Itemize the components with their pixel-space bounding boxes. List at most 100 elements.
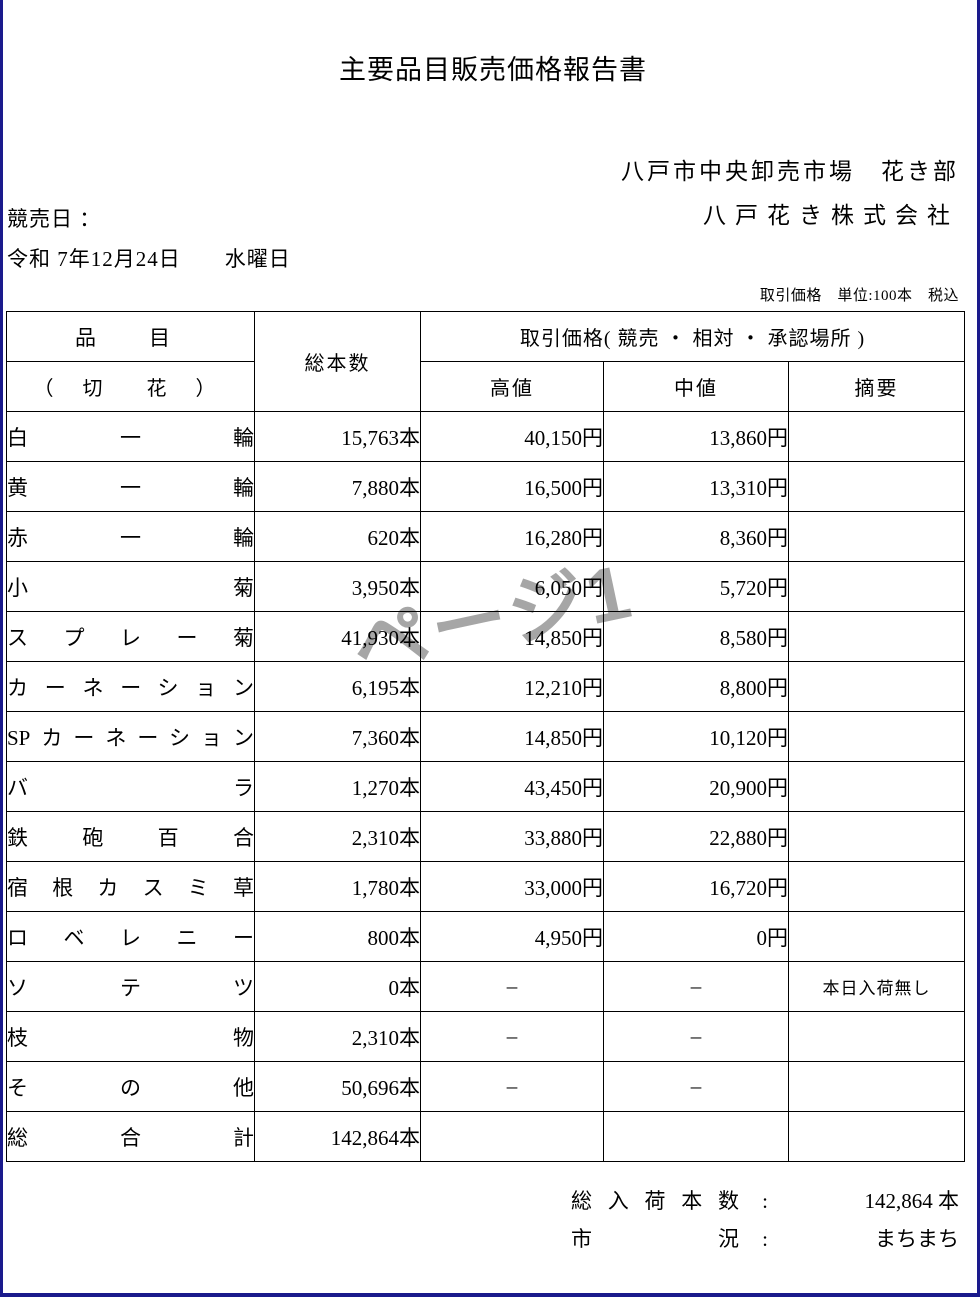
- table-row: 鉄砲百合 2,310本 33,880円 22,880円: [6, 811, 966, 862]
- table-row: 枝物 2,310本 – –: [6, 1011, 966, 1062]
- cell-note: [787, 411, 966, 462]
- cell-mid-price: 8,800円: [603, 661, 789, 712]
- cell-high-price: 14,850円: [420, 611, 604, 662]
- company-name: 八戸花き株式会社: [703, 203, 959, 228]
- market-status-colon: :: [762, 1227, 768, 1251]
- table-row: カーネーション 6,195本 12,210円 8,800円: [6, 661, 966, 712]
- table-row: 黄一輪 7,880本 16,500円 13,310円: [6, 461, 966, 512]
- cell-mid-price: 8,360円: [603, 511, 789, 562]
- cell-high-price: 4,950円: [420, 911, 604, 962]
- table-row: 白一輪 15,763本 40,150円 13,860円: [6, 411, 966, 462]
- cell-total-count: 1,270本: [254, 761, 421, 812]
- cell-high-price: 14,850円: [420, 711, 604, 762]
- auction-date-value: 令和 7年12月24日 水曜日: [7, 247, 291, 271]
- cell-note: [787, 811, 966, 862]
- cell-high-price: –: [420, 961, 604, 1012]
- market-status-value: まちまち: [875, 1227, 959, 1251]
- cell-item-name: 白一輪: [6, 411, 255, 462]
- cell-total-count: 1,780本: [254, 861, 421, 912]
- cell-total-count: 800本: [254, 911, 421, 962]
- cell-mid-price: –: [603, 1011, 789, 1062]
- cell-high-price: 33,000円: [420, 861, 604, 912]
- cell-note: 本日入荷無し: [787, 961, 966, 1012]
- cell-note: [787, 711, 966, 762]
- cell-item-name: スプレー菊: [6, 611, 255, 662]
- cell-item-name: SPカーネーション: [6, 711, 255, 762]
- cell-mid-price: 16,720円: [603, 861, 789, 912]
- cell-mid-price: 13,860円: [603, 411, 789, 462]
- cell-item-name: ロベレニー: [6, 911, 255, 962]
- cell-note: [787, 561, 966, 612]
- cell-item-name: 枝物: [6, 1011, 255, 1062]
- header-high-price: 高値: [420, 361, 604, 412]
- auction-date-label: 競売日 ：: [7, 207, 102, 231]
- cell-note: [787, 911, 966, 962]
- cell-high-price: 16,500円: [420, 461, 604, 512]
- footer-row-market-status: 市況 : まちまち: [571, 1223, 959, 1253]
- table-row: 赤一輪 620本 16,280円 8,360円: [6, 511, 966, 562]
- cell-total-count: 3,950本: [254, 561, 421, 612]
- table-row: バラ 1,270本 43,450円 20,900円: [6, 761, 966, 812]
- table-row: 小菊 3,950本 6,050円 5,720円: [6, 561, 966, 612]
- cell-item-name: カーネーション: [6, 661, 255, 712]
- cell-item-name: 鉄砲百合: [6, 811, 255, 862]
- cell-item-name: 赤一輪: [6, 511, 255, 562]
- arrival-label: 総入荷本数: [571, 1189, 739, 1213]
- cell-mid-price: 10,120円: [603, 711, 789, 762]
- cell-mid-price: 8,580円: [603, 611, 789, 662]
- table-row: 総合計 142,864本: [6, 1111, 966, 1162]
- header-item-bottom: （ 切 花 ）: [6, 361, 255, 412]
- cell-item-name: バラ: [6, 761, 255, 812]
- cell-high-price: [420, 1111, 604, 1162]
- cell-note: [787, 611, 966, 662]
- table-row: 宿根カスミ草 1,780本 33,000円 16,720円: [6, 861, 966, 912]
- footer-summary: 総入荷本数 : 142,864 本 市況 : まちまち: [571, 1185, 959, 1261]
- cell-mid-price: –: [603, 961, 789, 1012]
- header-note: 摘要: [787, 361, 966, 412]
- cell-high-price: 33,880円: [420, 811, 604, 862]
- cell-total-count: 50,696本: [254, 1061, 421, 1112]
- cell-item-name: ソテツ: [6, 961, 255, 1012]
- cell-high-price: 6,050円: [420, 561, 604, 612]
- cell-total-count: 2,310本: [254, 811, 421, 862]
- unit-note: 取引価格 単位:100本 税込: [759, 288, 959, 304]
- cell-mid-price: 13,310円: [603, 461, 789, 512]
- cell-note: [787, 661, 966, 712]
- cell-high-price: 43,450円: [420, 761, 604, 812]
- cell-item-name: その他: [6, 1061, 255, 1112]
- cell-total-count: 142,864本: [254, 1111, 421, 1162]
- market-status-label: 市況: [571, 1227, 739, 1251]
- table-header-row-2: （ 切 花 ） 高値 中値 摘要: [6, 361, 966, 412]
- cell-mid-price: 0円: [603, 911, 789, 962]
- cell-note: [787, 511, 966, 562]
- footer-row-arrival: 総入荷本数 : 142,864 本: [571, 1185, 959, 1215]
- arrival-colon: :: [762, 1189, 768, 1213]
- arrival-value: 142,864 本: [864, 1189, 960, 1213]
- table-row: その他 50,696本 – –: [6, 1061, 966, 1112]
- cell-total-count: 6,195本: [254, 661, 421, 712]
- cell-high-price: 40,150円: [420, 411, 604, 462]
- price-table: 品 目 総本数 取引価格( 競売 ・ 相対 ・ 承認場所 ) （ 切 花 ） 高…: [6, 311, 966, 1162]
- cell-high-price: 12,210円: [420, 661, 604, 712]
- cell-total-count: 620本: [254, 511, 421, 562]
- table-row: ロベレニー 800本 4,950円 0円: [6, 911, 966, 962]
- cell-high-price: –: [420, 1061, 604, 1112]
- cell-note: [787, 1011, 966, 1062]
- cell-total-count: 7,880本: [254, 461, 421, 512]
- header-price-group: 取引価格( 競売 ・ 相対 ・ 承認場所 ): [419, 311, 966, 362]
- cell-note: [787, 1111, 966, 1162]
- header-item-top: 品 目: [6, 311, 255, 362]
- header-mid-price: 中値: [603, 361, 789, 412]
- header-total-count: 総本数: [254, 311, 421, 412]
- cell-note: [787, 461, 966, 512]
- table-row: ソテツ 0本 – – 本日入荷無し: [6, 961, 966, 1012]
- cell-note: [787, 761, 966, 812]
- market-name: 八戸市中央卸売市場 花き部: [621, 159, 959, 184]
- cell-mid-price: 22,880円: [603, 811, 789, 862]
- cell-mid-price: 20,900円: [603, 761, 789, 812]
- page-title: 主要品目販売価格報告書: [339, 55, 647, 85]
- cell-total-count: 2,310本: [254, 1011, 421, 1062]
- cell-high-price: –: [420, 1011, 604, 1062]
- cell-item-name: 黄一輪: [6, 461, 255, 512]
